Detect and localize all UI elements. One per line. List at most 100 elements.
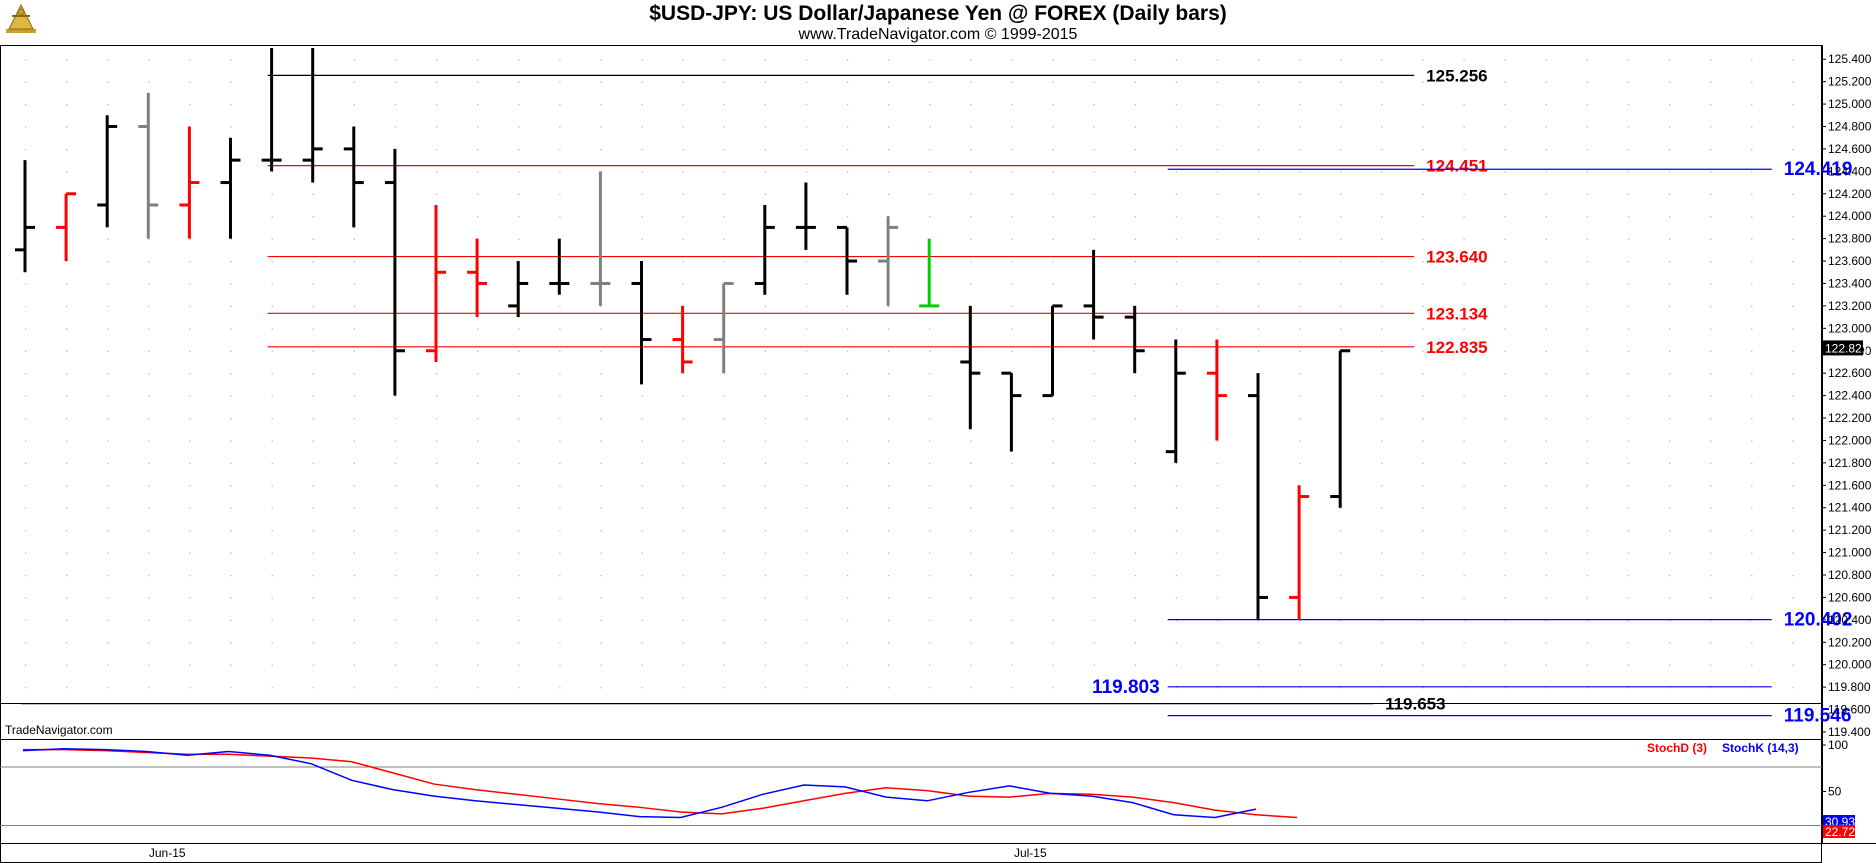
grid-dot — [723, 373, 725, 375]
grid-dot — [25, 485, 27, 487]
grid-dot — [1463, 373, 1465, 375]
grid-dot — [230, 328, 232, 330]
grid-dot — [1093, 619, 1095, 622]
grid-dot — [1504, 395, 1506, 397]
grid-dot — [723, 619, 725, 622]
grid-dot — [518, 440, 520, 442]
grid-dot — [1381, 462, 1383, 465]
grid-dot — [230, 462, 232, 465]
grid-dot — [107, 462, 109, 465]
grid-dot — [1710, 148, 1712, 151]
grid-dot — [1751, 350, 1753, 352]
grid-dot — [394, 642, 397, 644]
grid-dot — [1258, 104, 1260, 106]
grid-dot — [847, 597, 849, 599]
grid-dot — [723, 171, 725, 173]
grid-dot — [805, 664, 808, 666]
grid-dot — [394, 485, 397, 487]
watermark-label: TradeNavigator.com — [5, 723, 113, 737]
grid-dot — [66, 507, 68, 509]
grid-dot — [1545, 642, 1547, 644]
grid-dot — [559, 664, 561, 666]
grid-dot — [1381, 171, 1383, 173]
grid-dot — [1463, 485, 1465, 487]
grid-dot — [1627, 328, 1630, 330]
grid-dot — [25, 373, 27, 375]
grid-dot — [1463, 597, 1465, 599]
grid-dot — [600, 575, 602, 577]
grid-dot — [1586, 81, 1588, 83]
grid-dot — [1011, 126, 1013, 128]
grid-dot — [1586, 238, 1588, 240]
grid-dot — [1545, 59, 1547, 61]
grid-dot — [1216, 507, 1219, 509]
ohlc-bar — [549, 238, 570, 295]
grid-dot — [1627, 687, 1630, 689]
grid-dot — [1175, 552, 1177, 554]
grid-dot — [682, 575, 684, 577]
grid-dot — [1093, 171, 1095, 173]
grid-dot — [1175, 193, 1177, 195]
grid-dot — [1710, 418, 1712, 420]
grid-dot — [1299, 126, 1301, 128]
grid-dot — [1751, 328, 1753, 330]
grid-dot — [1422, 283, 1424, 285]
grid-dot — [1134, 530, 1136, 532]
grid-dot — [600, 148, 602, 151]
grid-dot — [518, 619, 520, 622]
grid-dot — [436, 575, 438, 577]
grid-dot — [847, 530, 849, 532]
grid-dot — [353, 283, 355, 285]
grid-dot — [25, 305, 27, 308]
grid-dot — [518, 193, 520, 195]
grid-dot — [1586, 193, 1588, 195]
grid-dot — [1751, 193, 1753, 195]
grid-dot — [1669, 530, 1671, 532]
price-tick-label: 122.600 — [1828, 366, 1872, 380]
grid-dot — [888, 59, 890, 61]
grid-dot — [1381, 148, 1383, 151]
level-label: 124.451 — [1426, 157, 1487, 176]
grid-dot — [764, 664, 766, 666]
grid-dot — [1710, 575, 1712, 577]
grid-dot — [970, 148, 972, 151]
grid-dot — [1134, 418, 1136, 420]
grid-dot — [847, 575, 849, 577]
grid-dot — [230, 507, 232, 509]
grid-dot — [929, 575, 931, 577]
grid-dot — [1545, 238, 1547, 240]
grid-dot — [1422, 597, 1424, 599]
ohlc-bar — [631, 261, 652, 385]
grid-dot — [929, 642, 931, 644]
grid-dot — [1751, 81, 1753, 83]
grid-dot — [847, 395, 849, 397]
grid-dot — [847, 59, 849, 61]
grid-dot — [1792, 642, 1794, 644]
grid-dot — [1627, 104, 1630, 106]
grid-dot — [1340, 664, 1342, 666]
grid-dot — [436, 81, 438, 83]
grid-dot — [805, 619, 808, 622]
grid-dot — [1175, 81, 1177, 83]
level-label: 123.640 — [1426, 248, 1487, 267]
grid-dot — [189, 373, 191, 375]
ohlc-bar — [672, 305, 693, 374]
grid-dot — [230, 440, 232, 442]
grid-dot — [1586, 216, 1588, 218]
grid-dot — [682, 126, 684, 128]
grid-dot — [1381, 328, 1383, 330]
grid-dot — [1011, 193, 1013, 195]
grid-dot — [1258, 126, 1260, 128]
grid-dot — [148, 687, 150, 689]
grid-dot — [764, 687, 766, 689]
grid-dot — [559, 619, 561, 622]
grid-dot — [271, 664, 273, 666]
grid-dot — [1792, 216, 1794, 218]
ohlc-bar — [467, 238, 488, 318]
grid-dot — [1093, 530, 1095, 532]
grid-dot — [641, 575, 643, 577]
grid-dot — [1792, 373, 1794, 375]
grid-dot — [1299, 238, 1301, 240]
price-tick-label: 120.600 — [1828, 590, 1872, 604]
grid-dot — [641, 216, 643, 218]
